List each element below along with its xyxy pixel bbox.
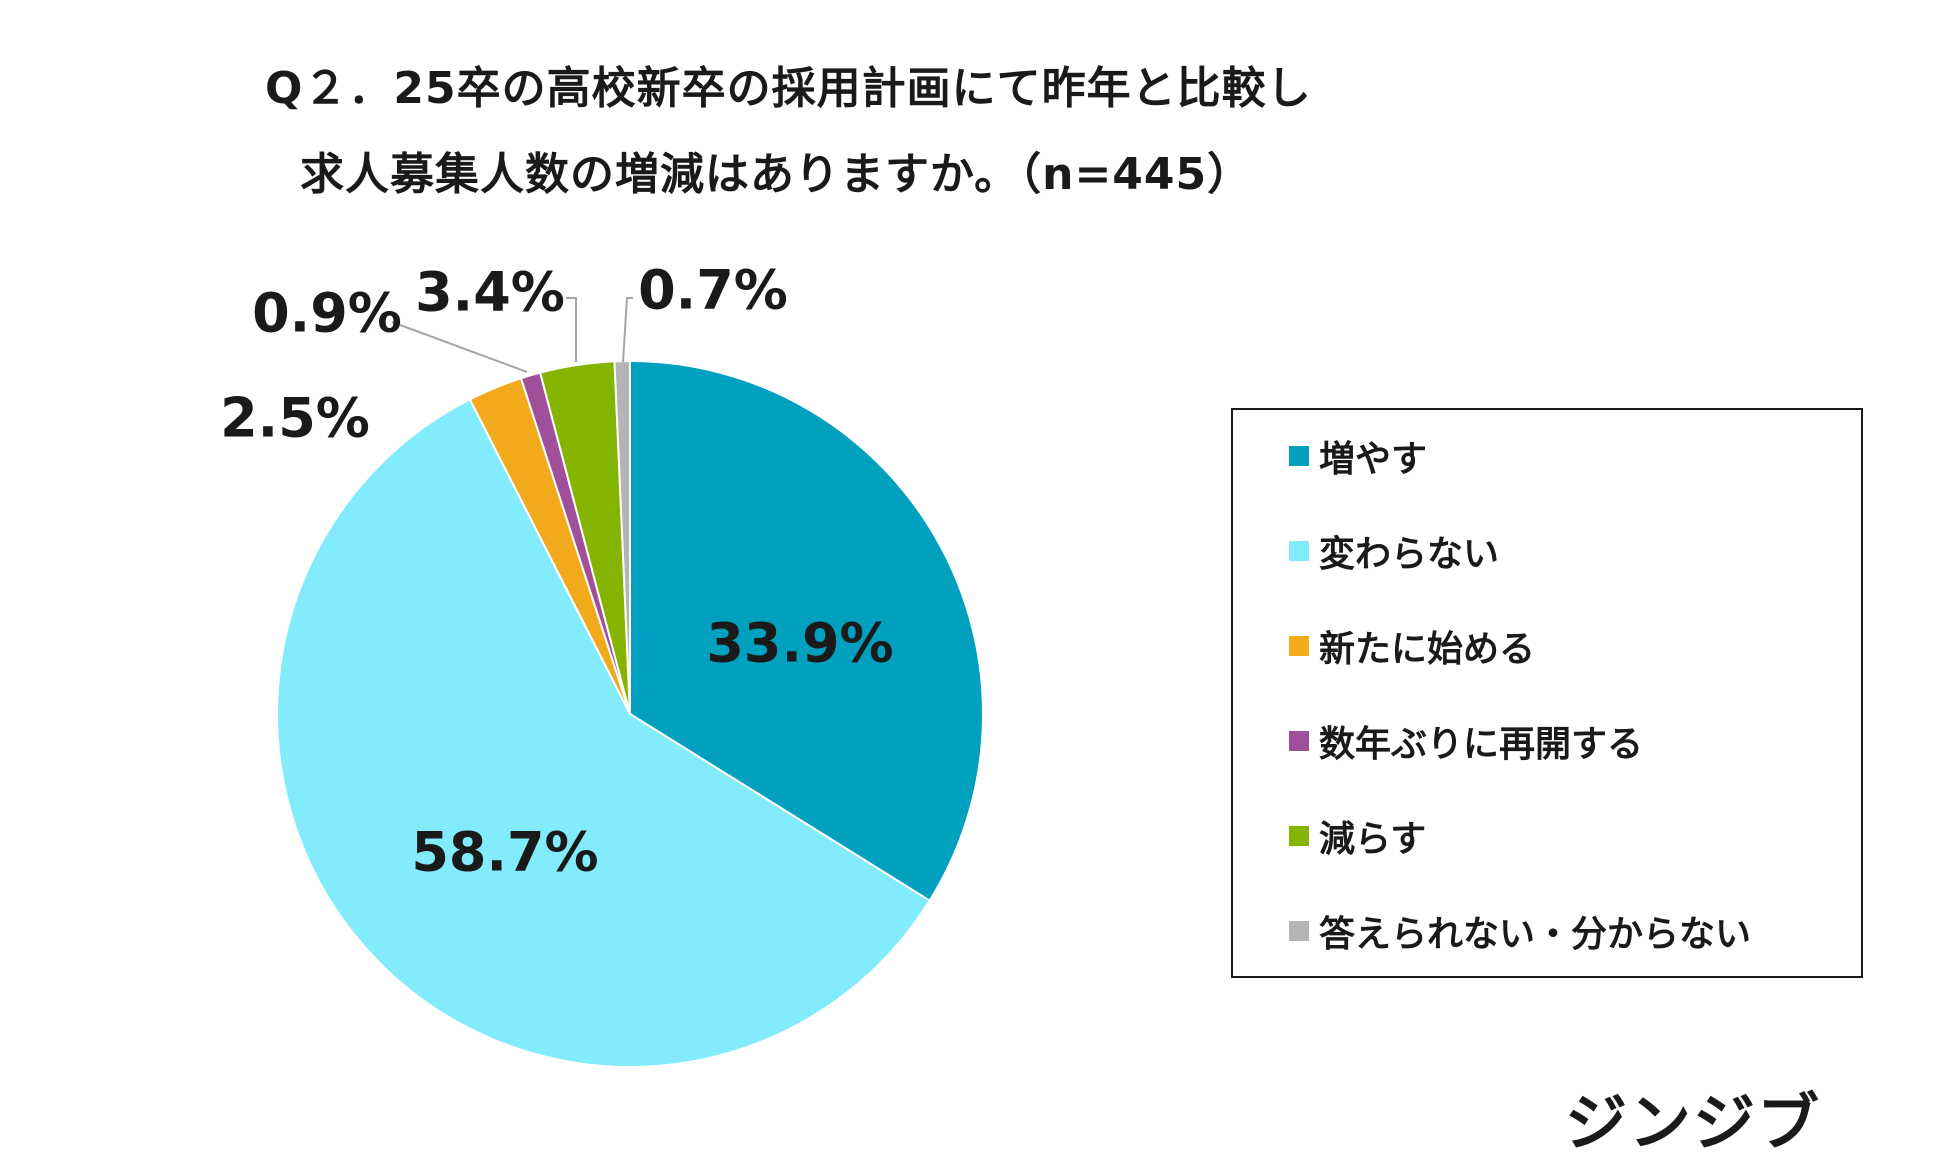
slice-data-label: 0.9% bbox=[252, 282, 402, 345]
legend-label: 数年ぶりに再開する bbox=[1319, 724, 1644, 765]
legend-item: 答えられない・分からない bbox=[1289, 911, 1751, 955]
legend-item: 変わらない bbox=[1289, 531, 1499, 575]
legend-swatch bbox=[1289, 446, 1309, 466]
legend-label: 答えられない・分からない bbox=[1319, 914, 1752, 955]
legend: 増やす 変わらない 新たに始める 数年ぶりに再開する 減らす 答えられない・分か… bbox=[1231, 408, 1863, 978]
leader-line bbox=[622, 297, 633, 363]
slice-data-label: 58.7% bbox=[411, 821, 598, 884]
legend-swatch bbox=[1289, 636, 1309, 656]
pie-slice bbox=[629, 359, 984, 903]
legend-label: 新たに始める bbox=[1319, 629, 1536, 670]
legend-label: 減らす bbox=[1319, 819, 1427, 860]
legend-item: 新たに始める bbox=[1289, 626, 1535, 670]
legend-item: 数年ぶりに再開する bbox=[1289, 721, 1643, 765]
leader-line bbox=[391, 321, 528, 373]
slice-data-label: 33.9% bbox=[706, 612, 893, 675]
legend-label: 変わらない bbox=[1319, 534, 1500, 575]
legend-item: 増やす bbox=[1289, 436, 1427, 480]
legend-item: 減らす bbox=[1289, 816, 1426, 860]
chart-subtitle: 求人募集人数の増減はありますか。（n=445） bbox=[300, 149, 1253, 200]
legend-swatch bbox=[1289, 826, 1309, 846]
legend-swatch bbox=[1289, 921, 1309, 941]
legend-swatch bbox=[1289, 541, 1309, 561]
slice-data-label: 0.7% bbox=[638, 259, 788, 322]
leader-line bbox=[566, 297, 577, 362]
brand-logo: ジンジブ bbox=[1565, 1086, 1822, 1159]
legend-swatch bbox=[1289, 731, 1309, 751]
legend-label: 増やす bbox=[1319, 439, 1428, 480]
pie-slice bbox=[276, 398, 932, 1068]
chart-title: Q２．25卒の高校新卒の採用計画にて昨年と比較し bbox=[265, 63, 1312, 114]
slice-data-label: 2.5% bbox=[220, 387, 370, 450]
slice-data-label: 3.4% bbox=[415, 261, 565, 324]
